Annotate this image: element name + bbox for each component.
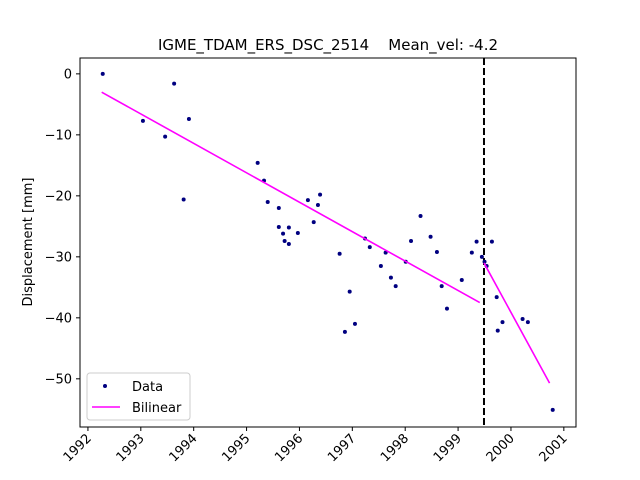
- y-tick-label: −50: [45, 372, 72, 387]
- data-point: [347, 289, 352, 294]
- data-point: [295, 231, 300, 236]
- legend-marker: [103, 384, 107, 388]
- data-point: [281, 231, 286, 236]
- data-point: [286, 225, 291, 230]
- data-point: [474, 239, 479, 244]
- data-point: [163, 134, 168, 139]
- y-tick-label: −40: [45, 311, 72, 326]
- data-point: [520, 317, 525, 322]
- data-point: [255, 160, 260, 165]
- chart-title: IGME_TDAM_ERS_DSC_2514 Mean_vel: -4.2: [158, 36, 498, 55]
- legend-label: Data: [132, 380, 163, 395]
- data-point: [418, 213, 423, 218]
- y-tick-label: −30: [45, 250, 72, 265]
- data-point: [489, 239, 494, 244]
- data-point: [393, 284, 398, 289]
- y-tick-label: 0: [64, 67, 72, 82]
- data-point: [342, 329, 347, 334]
- bilinear-line: [101, 91, 551, 384]
- data-point: [434, 249, 439, 254]
- data-point: [459, 278, 464, 283]
- data-point: [311, 220, 316, 225]
- data-point: [409, 238, 414, 243]
- data-point: [318, 192, 323, 197]
- data-point: [482, 259, 487, 264]
- data-point: [495, 328, 500, 333]
- data-point: [479, 254, 484, 259]
- data-point: [367, 245, 372, 250]
- data-point: [494, 295, 499, 300]
- y-tick-label: −20: [45, 189, 72, 204]
- data-point: [428, 234, 433, 239]
- data-point: [500, 320, 505, 325]
- legend-label: Bilinear: [132, 401, 182, 416]
- data-point: [469, 250, 474, 255]
- data-point: [276, 206, 281, 211]
- data-point: [550, 407, 555, 412]
- data-point: [265, 199, 270, 204]
- data-point: [315, 202, 320, 207]
- data-point: [352, 321, 357, 326]
- data-point: [140, 118, 145, 123]
- data-point: [282, 238, 287, 243]
- plot-frame: [79, 57, 577, 428]
- data-point: [172, 81, 177, 86]
- data-point: [444, 306, 449, 311]
- data-point: [525, 320, 530, 325]
- legend-box: [86, 372, 191, 421]
- data-point: [276, 224, 281, 229]
- data-point: [181, 197, 186, 202]
- data-point: [439, 284, 444, 289]
- data-point: [186, 116, 191, 121]
- y-axis-label: Displacement [mm]: [21, 178, 36, 307]
- data-point: [388, 275, 393, 280]
- data-point: [286, 242, 291, 247]
- data-point: [100, 71, 105, 76]
- data-point: [378, 263, 383, 268]
- data-point: [337, 251, 342, 256]
- data-point: [305, 198, 310, 203]
- y-tick-label: −10: [45, 128, 72, 143]
